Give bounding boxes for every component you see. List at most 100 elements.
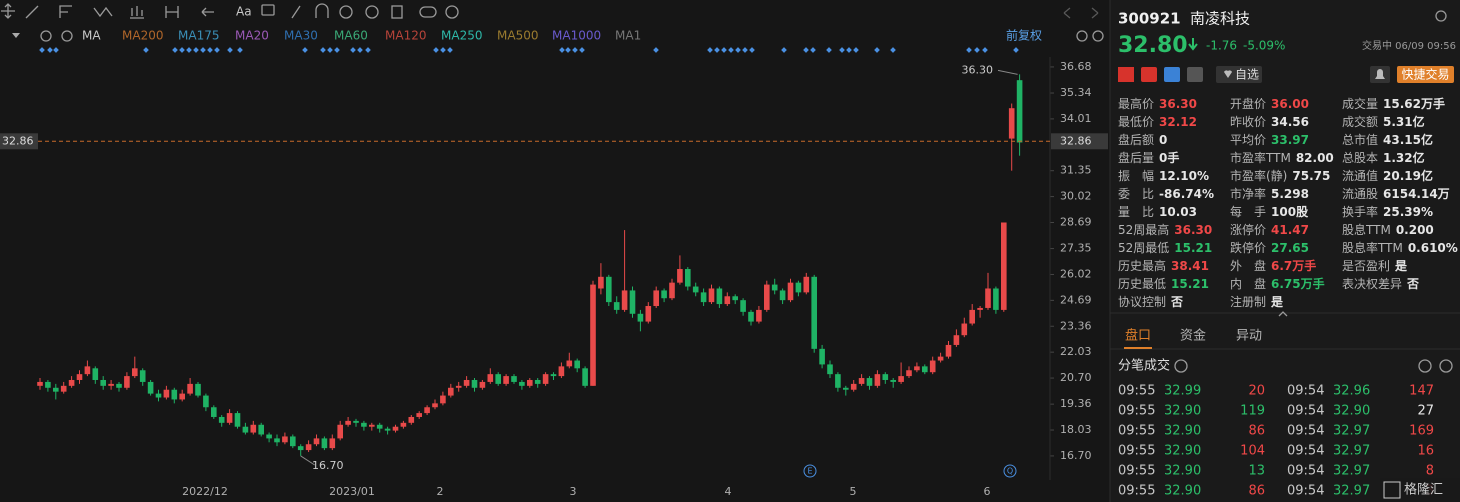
range-tool[interactable] [165, 6, 179, 18]
candle-body [139, 370, 146, 382]
stat-value: 100股 [1271, 204, 1309, 219]
panel-settings[interactable] [1435, 10, 1447, 22]
indicator-close[interactable] [61, 30, 73, 42]
stat-value: 33.97 [1271, 133, 1309, 147]
redo[interactable] [1091, 7, 1099, 19]
move-tool[interactable] [1, 3, 15, 19]
event-marker[interactable] [1003, 464, 1017, 478]
collapse-stats[interactable] [1278, 311, 1288, 317]
stat-label: 是否盈利 [1342, 259, 1390, 273]
zoom-out[interactable] [1076, 30, 1088, 42]
link-tool[interactable] [419, 6, 437, 18]
indicator-name[interactable]: MA60 [334, 29, 368, 43]
text-tool[interactable]: Aa [236, 5, 252, 19]
adjust-mode[interactable]: 前复权 [1006, 28, 1042, 43]
candle-body [424, 407, 430, 414]
trade-volume: 119 [1240, 404, 1265, 419]
stat-value: 0.200 [1396, 223, 1434, 237]
trade-price: 32.90 [1333, 404, 1370, 419]
delete-tool[interactable] [391, 5, 403, 19]
stat-value: 25.39% [1383, 205, 1433, 219]
fib-tool[interactable] [59, 5, 72, 18]
note-tool[interactable] [261, 4, 275, 16]
trade-label[interactable]: 快捷交易 [1401, 67, 1449, 82]
lock-tool[interactable] [339, 5, 353, 19]
stat-value: 0 [1159, 133, 1167, 147]
stat-label: 量 比 [1118, 205, 1154, 219]
indicator-name[interactable]: MA500 [497, 29, 538, 43]
event-marker-label: E [807, 467, 812, 476]
indicator-name[interactable]: MA250 [441, 29, 482, 43]
stat: 52周最低 15.21 [1118, 241, 1212, 255]
tab[interactable]: 盘口 [1125, 328, 1151, 344]
event-dot [565, 47, 571, 53]
candle-body [226, 413, 233, 423]
settings-tool[interactable] [445, 5, 459, 19]
stat-value: 38.41 [1171, 259, 1209, 273]
indicator-name[interactable]: MA20 [235, 29, 269, 43]
candle-body [503, 376, 509, 384]
candle-body [898, 376, 904, 382]
stat: 换手率 25.39% [1342, 204, 1433, 219]
x-label: 4 [725, 485, 732, 498]
candle-body [84, 366, 91, 375]
tag-icon [1164, 67, 1180, 82]
low-label: 16.70 [312, 459, 344, 472]
candle-body [92, 368, 99, 380]
candle-body [321, 438, 328, 449]
candle-body [708, 288, 715, 303]
line-tool[interactable] [25, 5, 39, 19]
back-tool[interactable] [201, 7, 214, 17]
indicator-name[interactable]: MA30 [284, 29, 318, 43]
wave-tool[interactable] [93, 6, 113, 18]
y-tick-label: 19.36 [1060, 397, 1092, 410]
toolbar: Aa [1, 3, 1099, 19]
stat-value: 75.75 [1292, 169, 1330, 183]
trade-price: 32.90 [1164, 404, 1201, 419]
indicator-main[interactable]: MA [82, 29, 101, 43]
stat-value: 41.47 [1271, 223, 1309, 237]
stat: 市盈率TTM 82.00 [1230, 150, 1334, 165]
tab[interactable]: 异动 [1236, 329, 1262, 344]
stat-label: 盘后量 [1118, 150, 1154, 165]
tab[interactable]: 资金 [1180, 328, 1206, 344]
pen-tool[interactable] [291, 5, 301, 19]
last-price: 32.80 [1118, 33, 1188, 58]
indicator-name[interactable]: MA175 [178, 29, 219, 43]
stat-label: 涨停价 [1230, 222, 1266, 237]
event-marker[interactable] [803, 464, 817, 478]
collapse[interactable] [12, 33, 20, 38]
candle-body [613, 302, 620, 310]
trade-volume: 86 [1248, 424, 1265, 439]
watch-label[interactable]: 自选 [1235, 68, 1259, 82]
trade-price: 32.90 [1164, 484, 1201, 499]
candle-body [629, 290, 636, 314]
event-dot [846, 47, 852, 53]
price-box [1051, 133, 1108, 150]
candle-body [250, 424, 257, 433]
stat-label: 市净率 [1230, 186, 1266, 201]
candle-body [60, 385, 67, 392]
trade-button[interactable] [1397, 66, 1454, 83]
stat-label: 盘后额 [1118, 132, 1154, 147]
trade-volume: 16 [1417, 444, 1434, 459]
indicator-name[interactable]: MA1 [615, 29, 641, 43]
undo[interactable] [1063, 7, 1071, 19]
watch-button[interactable] [1216, 66, 1262, 83]
filter-icon[interactable] [1439, 359, 1453, 373]
candle-body [929, 360, 936, 373]
magnet-tool[interactable] [315, 3, 329, 18]
indicator-settings[interactable] [40, 30, 52, 42]
trade-price: 32.90 [1164, 444, 1201, 459]
hide-tool[interactable] [365, 5, 379, 19]
trade-time: 09:54 [1287, 484, 1324, 499]
trade-time: 09:55 [1118, 384, 1155, 399]
measure-tool[interactable] [130, 6, 144, 19]
indicator-name[interactable]: MA1000 [552, 29, 601, 43]
stat: 成交额 5.31亿 [1342, 114, 1425, 129]
info-icon[interactable] [1174, 359, 1188, 373]
indicator-name[interactable]: MA200 [122, 29, 163, 43]
more-icon[interactable] [1418, 359, 1432, 373]
indicator-name[interactable]: MA120 [385, 29, 426, 43]
zoom-in[interactable] [1092, 30, 1104, 42]
